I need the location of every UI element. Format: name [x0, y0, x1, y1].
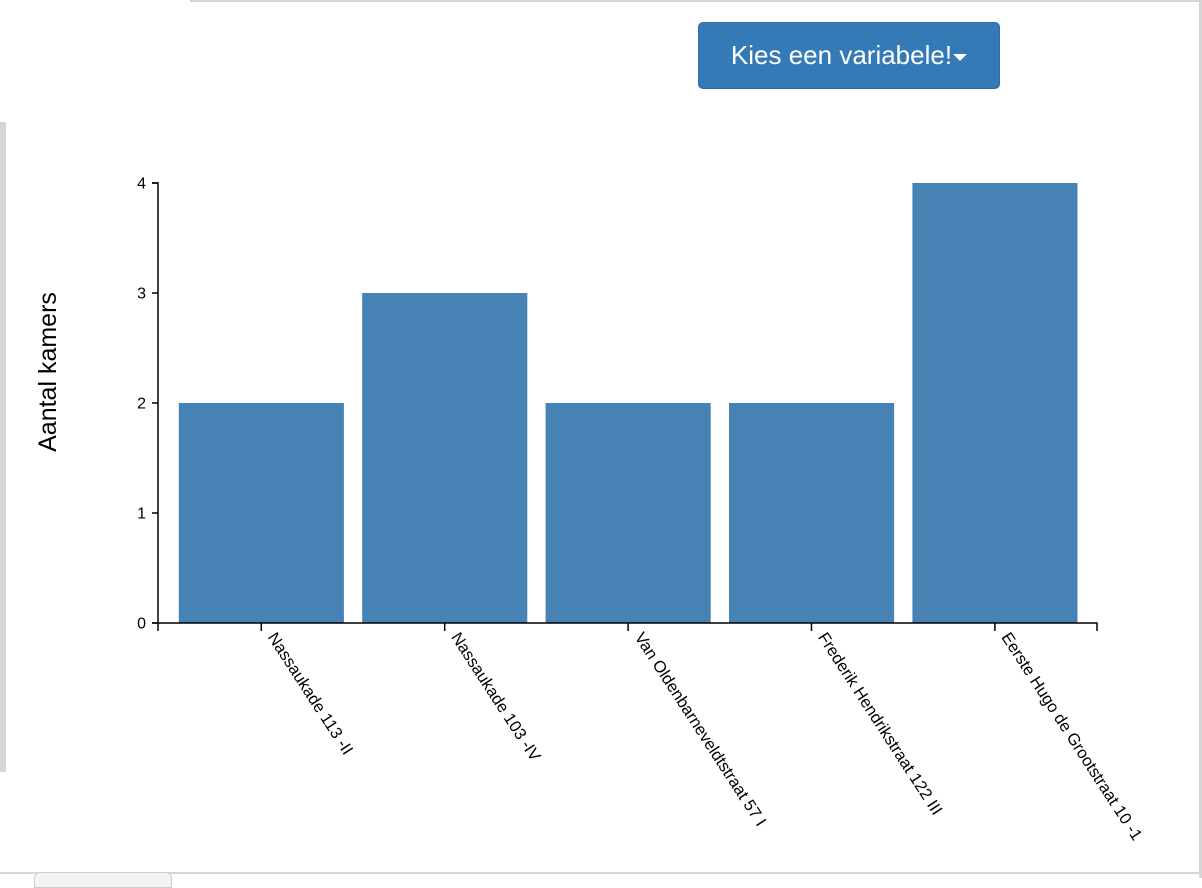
frame-border-bottom [0, 872, 1202, 874]
y-axis-label: Aantal kamers [34, 292, 62, 452]
variable-dropdown-label: Kies een variabele! [730, 40, 953, 70]
bar-5 [912, 183, 1078, 623]
bar-2 [362, 293, 528, 623]
y-tick-label: 4 [137, 176, 146, 193]
y-tick-label: 2 [137, 396, 146, 413]
x-tick-label: Eerste Hugo de Grootstraat 10 -1 [998, 629, 1146, 843]
bar-1 [178, 403, 344, 623]
bar-4 [729, 403, 895, 623]
x-tick-label: Nassaukade 113 -II [264, 629, 356, 758]
x-tick-label: Van Oldenbarneveldtstraat 57 I [631, 629, 770, 829]
bars-group [178, 183, 1078, 623]
y-tick-label: 1 [137, 506, 146, 523]
frame-border-top [190, 0, 1202, 2]
frame-border-left [0, 122, 6, 772]
bar-3 [545, 403, 711, 623]
x-tick-label: Nassaukade 103 -IV [447, 629, 544, 764]
y-tick-label: 3 [137, 286, 146, 303]
y-tick-label: 0 [137, 616, 146, 633]
frame-border-right [1199, 0, 1202, 878]
caret-down-icon [953, 53, 968, 61]
x-tick-label: Frederik Hendrikstraat 122 III [814, 629, 945, 818]
y-axis: 0 1 2 3 4 [137, 176, 159, 633]
x-axis: Nassaukade 113 -II Nassaukade 103 -IV Van … [157, 622, 1146, 844]
variable-dropdown-button[interactable]: Kies een variabele! [698, 22, 1000, 89]
